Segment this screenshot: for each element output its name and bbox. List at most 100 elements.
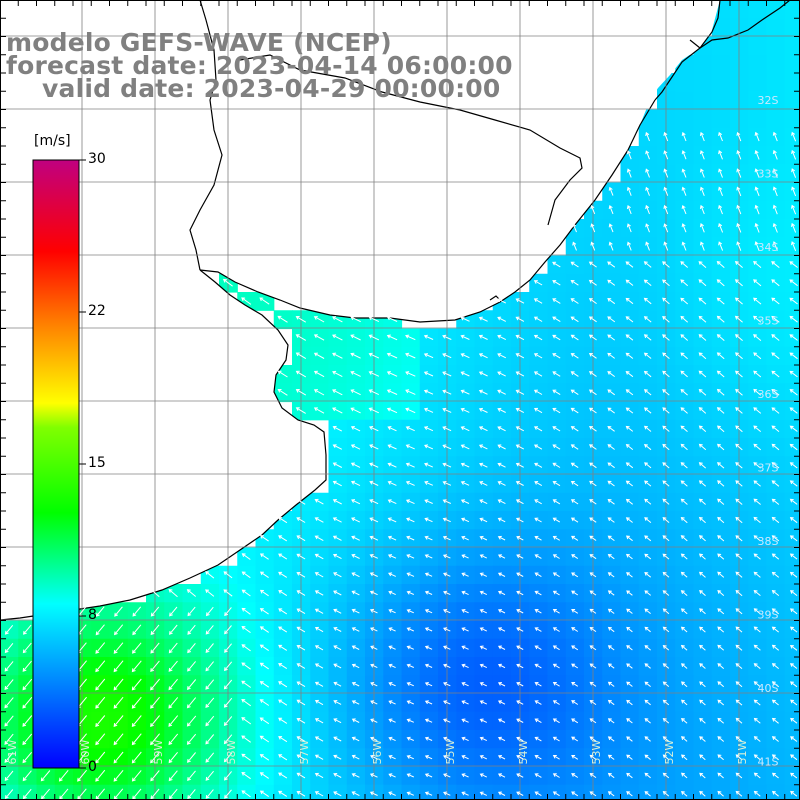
- wind-arrow: [644, 590, 652, 596]
- wind-arrow: [168, 788, 178, 800]
- wind-arrow: [717, 553, 725, 560]
- wind-arrow: [662, 316, 670, 323]
- wind-arrow: [296, 772, 306, 779]
- wind-arrow: [570, 481, 579, 487]
- wind-arrow: [771, 498, 780, 505]
- speed-cell: [784, 127, 800, 147]
- wind-arrow: [259, 717, 270, 725]
- wind-arrow: [644, 608, 651, 614]
- wind-arrow: [351, 754, 360, 760]
- wind-arrow: [643, 370, 652, 378]
- latitude-label: 34S: [758, 241, 779, 254]
- speed-cell: [784, 456, 800, 476]
- wind-arrow: [735, 352, 743, 360]
- wind-arrow: [296, 791, 306, 797]
- wind-arrow: [771, 462, 780, 469]
- speed-cell: [784, 219, 800, 238]
- wind-arrow: [313, 352, 325, 359]
- wind-arrow: [626, 772, 633, 779]
- wind-arrow: [369, 608, 378, 614]
- wind-arrow: [626, 699, 633, 706]
- speed-cell: [711, 91, 731, 111]
- wind-arrow: [644, 772, 651, 779]
- wind-arrow: [680, 480, 688, 487]
- wind-arrow: [570, 462, 579, 469]
- wind-arrow: [4, 697, 14, 709]
- wind-arrow: [314, 572, 324, 578]
- wind-arrow: [662, 279, 670, 287]
- wind-arrow: [789, 425, 798, 432]
- wind-arrow: [716, 352, 725, 360]
- wind-arrow: [735, 388, 743, 396]
- wind-arrow: [351, 627, 360, 632]
- wind-arrow: [791, 186, 797, 197]
- wind-arrow: [607, 316, 616, 323]
- wind-arrow: [295, 316, 307, 323]
- speed-cell: [784, 711, 800, 731]
- wind-arrow: [626, 626, 633, 633]
- wind-arrow: [241, 644, 251, 652]
- wind-arrow: [753, 590, 761, 596]
- speed-cell: [109, 784, 129, 800]
- wind-arrow: [736, 241, 742, 251]
- speed-cell: [91, 784, 111, 800]
- wind-arrow: [680, 608, 688, 615]
- wind-arrow: [333, 681, 342, 687]
- wind-arrow: [388, 682, 396, 687]
- speed-cell: [511, 784, 530, 800]
- wind-arrow: [607, 681, 615, 687]
- wind-arrow: [626, 663, 633, 669]
- colorbar: [32, 159, 80, 769]
- wind-arrow: [259, 553, 269, 560]
- wind-arrow: [645, 186, 650, 196]
- wind-arrow: [443, 773, 451, 778]
- latitude-label: 41S: [758, 756, 779, 769]
- wind-arrow: [515, 499, 524, 505]
- wind-arrow: [753, 425, 762, 432]
- speed-cell: [146, 784, 165, 800]
- wind-arrow: [735, 407, 743, 414]
- speed-cell: [748, 0, 768, 19]
- wind-arrow: [314, 553, 324, 560]
- wind-arrow: [607, 499, 615, 505]
- wind-arrow: [443, 609, 451, 614]
- wind-arrow: [442, 535, 451, 541]
- wind-arrow: [790, 790, 798, 797]
- wind-arrow: [626, 168, 632, 178]
- wind-arrow: [681, 772, 688, 779]
- wind-arrow: [497, 755, 506, 760]
- wind-arrow: [552, 462, 561, 468]
- wind-arrow: [205, 789, 214, 799]
- wind-arrow: [589, 425, 597, 432]
- wind-arrow: [589, 554, 597, 560]
- wind-arrow: [662, 516, 670, 523]
- wind-arrow: [497, 298, 507, 304]
- speed-cell: [456, 784, 476, 800]
- speed-cell: [255, 784, 275, 800]
- wind-arrow: [497, 718, 506, 723]
- wind-arrow: [479, 517, 488, 523]
- wind-arrow: [772, 204, 778, 215]
- wind-arrow: [168, 660, 178, 672]
- wind-arrow: [735, 608, 743, 615]
- wind-arrow: [626, 223, 632, 233]
- speed-cell: [711, 109, 731, 129]
- wind-arrow: [680, 261, 689, 268]
- wind-arrow: [698, 315, 707, 323]
- wind-arrow: [278, 772, 288, 779]
- wind-arrow: [736, 168, 742, 178]
- wind-arrow: [369, 444, 379, 450]
- wind-arrow: [552, 791, 560, 797]
- valid-date: valid date: 2023-04-29 00:00:00: [42, 74, 501, 103]
- wind-arrow: [718, 131, 723, 142]
- speed-cell: [657, 91, 676, 111]
- wind-arrow: [515, 462, 524, 468]
- wind-arrow: [771, 352, 780, 360]
- wind-arrow: [662, 590, 670, 596]
- wind-arrow: [662, 389, 670, 396]
- wind-arrow: [150, 606, 160, 617]
- wind-arrow: [313, 334, 325, 341]
- wind-arrow: [241, 589, 251, 597]
- speed-cell: [438, 784, 457, 800]
- wind-arrow: [534, 627, 542, 632]
